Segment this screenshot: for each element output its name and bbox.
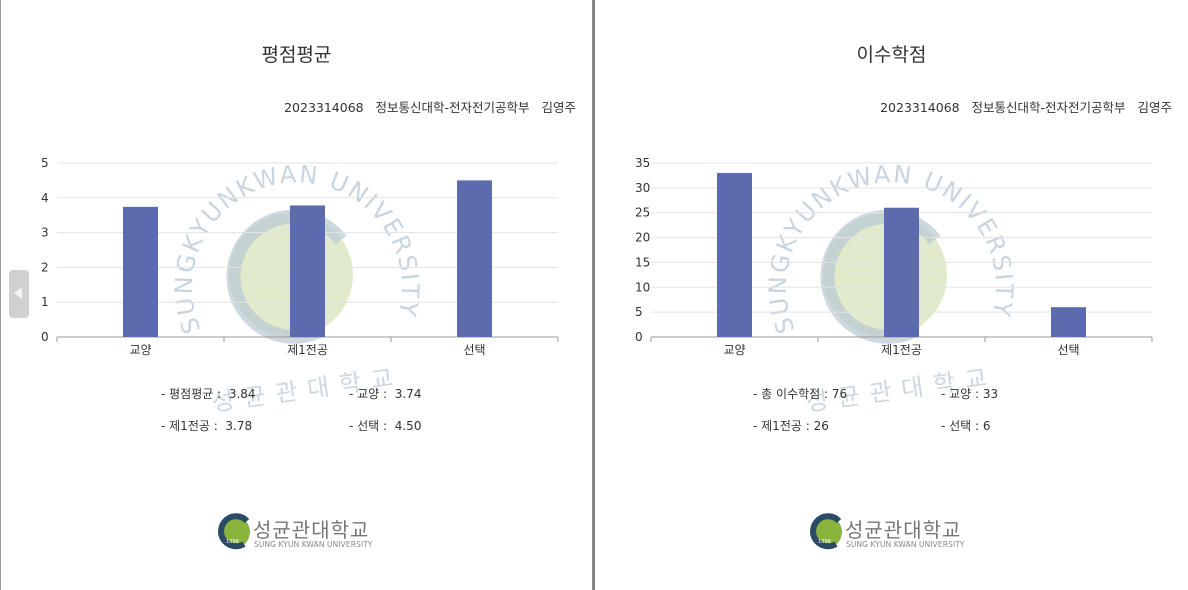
student-id: 2023314068 [880,100,960,115]
bar-2 [884,207,919,337]
student-id: 2023314068 [284,100,364,115]
y-tick-label: 30 [635,181,650,195]
summary-credits-general: - 교양 : 33 [941,387,999,401]
bar-3 [1051,307,1086,337]
logo-english-name: SUNG KYUN KWAN UNIVERSITY [254,540,373,549]
arrow-left-icon [14,287,22,299]
y-tick-label: 20 [635,231,650,245]
report-page-credits: 이수학점 2023314068 정보통신대학-전자전기공학부 김영주 SUNGK… [594,0,1188,590]
y-tick-label: 2 [41,260,49,274]
chart-title: 평점평균 [261,44,332,66]
y-tick-label: 4 [41,191,49,205]
previous-page-tab[interactable] [9,270,29,318]
y-tick-label: 5 [41,156,49,170]
y-tick-label: 25 [635,206,650,220]
x-tick-label: 선택 [1057,343,1079,357]
logo-emblem-icon: 1398 [810,513,842,550]
logo-korean-name: 성균관대학교 [845,518,962,542]
summary-gpa-major: - 제1전공 : 3.78 [161,419,253,433]
student-name: 김영주 [1137,100,1172,115]
x-tick-label: 제1전공 [287,343,328,357]
credits-bar-chart: 0 5 10 15 20 25 30 35 교양 제1전공 선택 [635,156,1153,357]
bar-3 [457,180,492,337]
logo-english-name: SUNG KYUN KWAN UNIVERSITY [846,540,965,549]
x-tick-label: 선택 [463,343,485,357]
y-tick-label: 1 [41,295,49,309]
y-tick-label: 0 [41,330,49,344]
x-tick-label: 교양 [129,343,151,357]
gpa-bar-chart: 0 1 2 3 4 5 교양 제1전공 선택 [41,156,559,357]
y-tick-label: 15 [635,255,650,269]
x-tick-label: 제1전공 [881,343,922,357]
student-department: 정보통신대학-전자전기공학부 [375,100,530,115]
y-tick-label: 10 [635,280,650,294]
bar-2 [290,205,325,337]
y-tick-label: 5 [635,305,643,319]
page-divider [592,0,594,590]
bar-1 [123,206,158,337]
summary-credits-major: - 제1전공 : 26 [753,419,829,433]
bar-1 [717,172,752,337]
student-info: 2023314068 정보통신대학-전자전기공학부 김영주 [880,97,1172,116]
chart-title: 이수학점 [856,44,927,66]
summary-gpa-elective: - 선택 : 4.50 [349,419,422,433]
y-tick-label: 0 [635,330,643,344]
svg-text:1398: 1398 [226,539,239,545]
summary-gpa-general: - 교양 : 3.74 [349,387,422,401]
svg-text:1398: 1398 [818,539,831,545]
student-department: 정보통신대학-전자전기공학부 [971,100,1126,115]
student-info: 2023314068 정보통신대학-전자전기공학부 김영주 [284,97,576,116]
summary-gpa-total: - 평점평균 : 3.84 [161,387,256,401]
logo-emblem-icon: 1398 [218,513,250,550]
logo-korean-name: 성균관대학교 [253,518,370,542]
x-tick-label: 교양 [723,343,745,357]
y-tick-label: 35 [635,156,650,170]
report-page-gpa: 평점평균 2023314068 정보통신대학-전자전기공학부 김영주 SUNGK… [0,0,592,590]
student-name: 김영주 [541,100,576,115]
summary-credits-total: - 총 이수학점 : 76 [753,387,848,401]
y-tick-label: 3 [41,226,49,240]
summary-credits-elective: - 선택 : 6 [941,419,991,433]
